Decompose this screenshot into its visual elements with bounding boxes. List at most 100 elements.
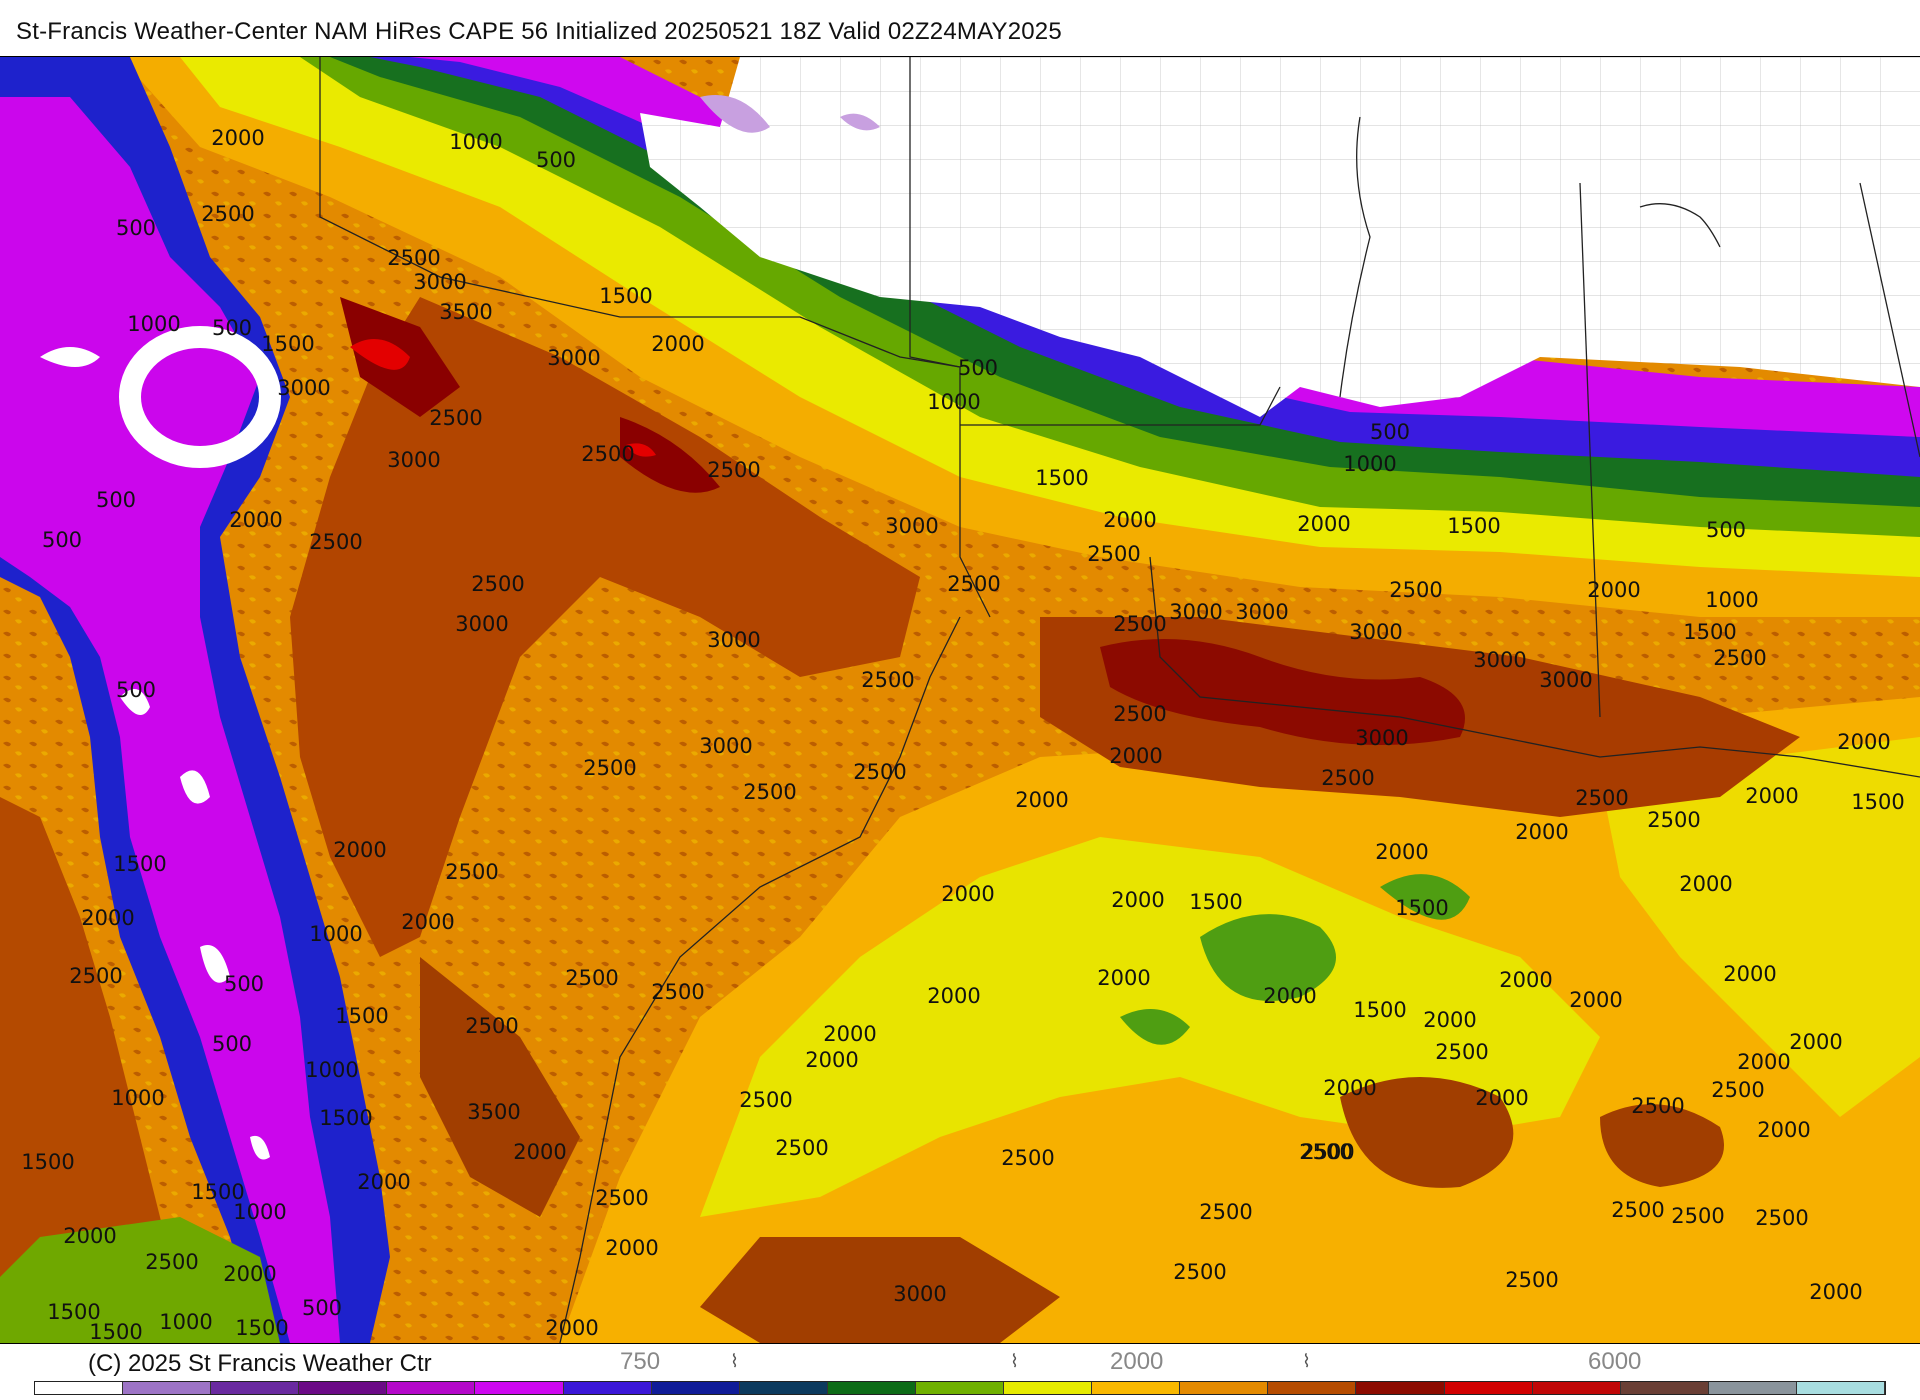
contour-label-1000: 1000 (305, 1058, 358, 1082)
contour-label-2000: 2000 (1323, 1076, 1376, 1100)
contour-label-500: 500 (958, 356, 998, 380)
contour-label-2000: 2000 (229, 508, 282, 532)
contour-label-2000: 2000 (1809, 1280, 1862, 1304)
contour-label-500: 500 (116, 678, 156, 702)
contour-label-1500: 1500 (191, 1180, 244, 1204)
contour-label-500: 500 (224, 972, 264, 996)
contour-label-2500: 2500 (69, 964, 122, 988)
contour-label-2500: 2500 (1505, 1268, 1558, 1292)
legend-swatch (827, 1382, 916, 1394)
contour-label-1000: 1000 (449, 130, 502, 154)
contour-label-2500: 2500 (1755, 1206, 1808, 1230)
contour-label-2000: 2000 (1837, 730, 1890, 754)
contour-label-1500: 1500 (1035, 466, 1088, 490)
contour-label-2000: 2000 (545, 1316, 598, 1340)
contour-label-2000: 2000 (223, 1262, 276, 1286)
contour-label-2500: 2500 (1711, 1078, 1764, 1102)
cape-3000-west-edge (0, 797, 170, 1343)
legend-tick-label: 2000 (1110, 1348, 1164, 1375)
contour-label-1500: 1500 (1189, 890, 1242, 914)
contour-label-2500: 2500 (429, 406, 482, 430)
contour-label-1500: 1500 (1683, 620, 1736, 644)
contour-label-3000: 3000 (893, 1282, 946, 1306)
contour-label-1500: 1500 (235, 1316, 288, 1340)
contour-label-1500: 1500 (1447, 514, 1500, 538)
legend-tick-mark: ⌇ (1010, 1351, 1019, 1371)
contour-label-2500: 2500 (1713, 646, 1766, 670)
contour-label-1500: 1500 (89, 1320, 142, 1343)
contour-label-2000: 2000 (1111, 888, 1164, 912)
contour-label-500: 500 (212, 1032, 252, 1056)
contour-label-2000: 2000 (513, 1140, 566, 1164)
contour-label-1500: 1500 (47, 1300, 100, 1324)
legend-swatch (563, 1382, 652, 1394)
contour-label-2000: 2000 (1423, 1008, 1476, 1032)
contour-label-2500: 2500 (145, 1250, 198, 1274)
cape-4000-core (350, 339, 656, 457)
contour-label-2000: 2000 (1723, 962, 1776, 986)
contour-label-2000: 2000 (357, 1170, 410, 1194)
contour-label-2500: 2500 (1575, 786, 1628, 810)
contour-label-3000: 3000 (885, 514, 938, 538)
contour-label-3000: 3000 (1235, 600, 1288, 624)
contour-label-2500: 2500 (1435, 1040, 1488, 1064)
contour-label-2000: 2000 (651, 332, 704, 356)
contour-label-2500: 2500 (947, 572, 1000, 596)
contour-label-2500: 2500 (1113, 612, 1166, 636)
contour-label-3000: 3000 (1539, 668, 1592, 692)
contour-label-2500: 2500 (387, 246, 440, 270)
contour-label-500: 500 (1370, 420, 1410, 444)
contour-label-3500: 3500 (439, 300, 492, 324)
copyright-text: (C) 2025 St Francis Weather Ctr (88, 1350, 432, 1377)
map-title: St-Francis Weather-Center NAM HiRes CAPE… (16, 18, 1062, 45)
contour-label-2000: 2000 (941, 882, 994, 906)
cape-500-west-trough (0, 97, 340, 1343)
legend-swatch (1092, 1382, 1181, 1394)
contour-label-3000: 3000 (455, 612, 508, 636)
contour-label-2500: 2500 (1299, 1140, 1352, 1164)
contour-label-1000: 1000 (233, 1200, 286, 1224)
contour-label-1500: 1500 (261, 332, 314, 356)
cape-3500-gulf-core (1100, 639, 1465, 745)
legend-swatch (1620, 1382, 1709, 1394)
contour-label-2500: 2500 (465, 1014, 518, 1038)
contour-label-2000: 2000 (1375, 840, 1428, 864)
legend-tick-label: 6000 (1588, 1348, 1642, 1375)
contour-label-2500: 2500 (1321, 766, 1374, 790)
contour-label-2000: 2000 (1297, 512, 1350, 536)
contour-label-2000: 2000 (1569, 988, 1622, 1012)
contour-label-2500: 2500 (1301, 1140, 1354, 1164)
contour-label-1500: 1500 (1353, 998, 1406, 1022)
contour-label-2000: 2000 (1109, 744, 1162, 768)
contour-label-2500: 2500 (581, 442, 634, 466)
contour-label-500: 500 (42, 528, 82, 552)
contour-label-3000: 3000 (1355, 726, 1408, 750)
contour-label-1500: 1500 (599, 284, 652, 308)
contour-label-2000: 2000 (1789, 1030, 1842, 1054)
contour-label-2000: 2000 (401, 910, 454, 934)
contour-label-1000: 1000 (159, 1310, 212, 1334)
contour-label-3000: 3000 (707, 628, 760, 652)
county-lines (640, 57, 1920, 417)
legend-swatch (387, 1382, 476, 1394)
contour-label-3000: 3000 (387, 448, 440, 472)
legend-swatch (123, 1382, 212, 1394)
contour-label-3000: 3000 (413, 270, 466, 294)
contour-label-2500: 2500 (1389, 578, 1442, 602)
contour-label-2500: 2500 (743, 780, 796, 804)
cape-map: 2000 1000 500 500 2500 2500 3000 1500 1000 500 150… (0, 56, 1920, 1344)
cape-3500-west-core (340, 297, 720, 493)
legend-tick-label: 750 (620, 1348, 661, 1375)
contour-label-2500: 2500 (309, 530, 362, 554)
contour-label-1000: 1000 (309, 922, 362, 946)
contour-label-2000: 2000 (1737, 1050, 1790, 1074)
contour-label-1500: 1500 (1395, 896, 1448, 920)
legend-swatch (1180, 1382, 1269, 1394)
contour-label-1500: 1500 (1851, 790, 1904, 814)
cape-100-fringe (700, 95, 880, 133)
state-boundaries (319, 57, 1920, 1343)
contour-label-1000: 1000 (1705, 588, 1758, 612)
cape-none-ring (119, 326, 281, 468)
contour-label-2500: 2500 (201, 202, 254, 226)
